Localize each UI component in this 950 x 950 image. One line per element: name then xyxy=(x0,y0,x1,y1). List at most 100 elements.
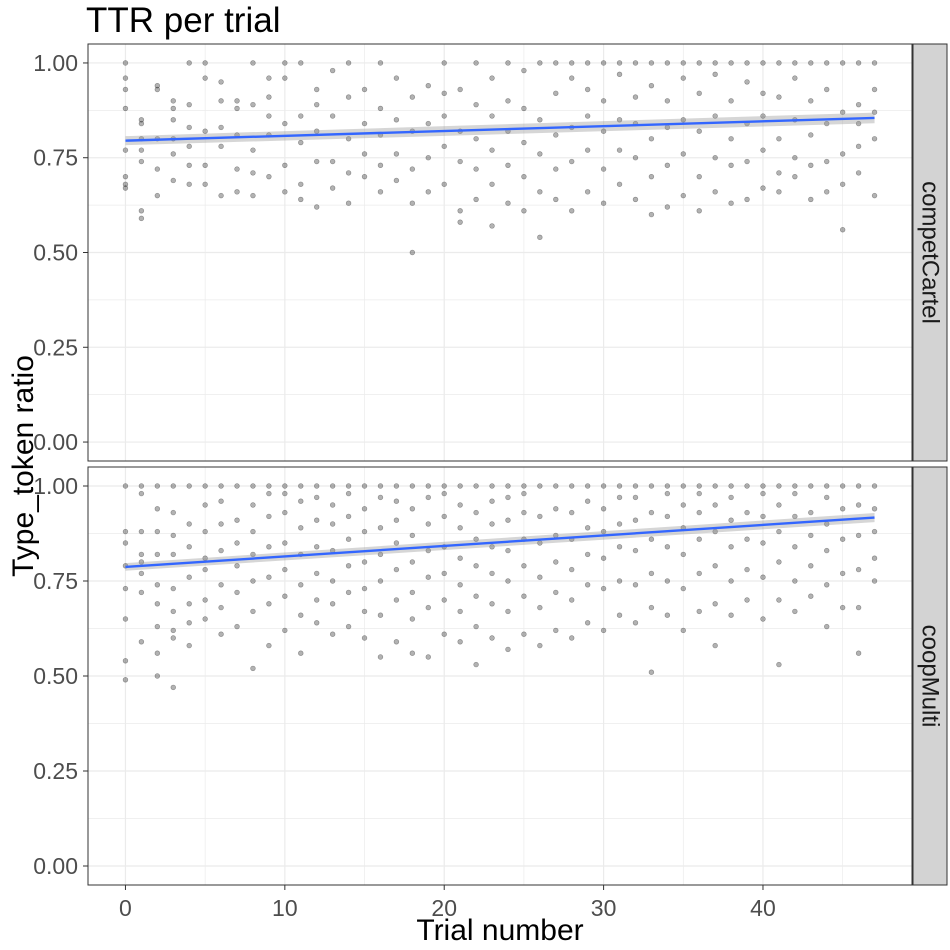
data-point xyxy=(696,536,702,542)
y-tick-label: 0.25 xyxy=(33,334,78,360)
y-tick-label: 0.50 xyxy=(33,240,78,266)
data-point xyxy=(521,105,527,112)
data-point xyxy=(138,528,145,535)
data-point xyxy=(489,570,495,577)
data-point xyxy=(202,502,208,508)
data-point xyxy=(648,60,655,66)
data-point xyxy=(839,181,846,187)
data-point xyxy=(361,173,368,180)
data-point xyxy=(409,166,416,172)
data-point xyxy=(537,151,543,157)
data-point xyxy=(489,75,495,81)
data-point xyxy=(329,521,336,527)
data-point xyxy=(361,608,368,615)
data-point xyxy=(409,506,416,512)
data-point xyxy=(441,631,447,637)
data-point xyxy=(808,60,814,66)
data-point xyxy=(425,574,431,580)
data-point xyxy=(521,593,527,599)
data-point xyxy=(553,627,559,634)
data-point xyxy=(505,578,511,584)
data-point xyxy=(537,189,543,195)
data-point xyxy=(505,162,511,169)
data-point xyxy=(521,490,527,497)
data-point xyxy=(632,94,639,100)
data-point xyxy=(776,528,782,535)
data-point xyxy=(792,483,798,489)
data-point xyxy=(441,113,447,119)
data-point xyxy=(728,578,734,584)
data-point xyxy=(648,509,655,516)
data-point xyxy=(712,483,718,489)
data-points xyxy=(122,483,878,691)
data-point xyxy=(234,563,240,569)
data-point xyxy=(122,540,129,546)
data-point xyxy=(632,494,639,501)
data-point xyxy=(122,147,129,153)
data-point xyxy=(776,60,782,66)
data-point xyxy=(250,147,256,153)
facet-label: competCartel xyxy=(917,181,944,324)
data-point xyxy=(871,528,878,535)
grid-lines xyxy=(88,467,912,885)
data-point xyxy=(441,490,447,497)
data-point xyxy=(409,559,416,565)
data-point xyxy=(329,67,336,74)
data-point xyxy=(648,669,655,675)
data-point xyxy=(505,517,511,523)
y-axis-label: Type_token ratio xyxy=(7,355,40,577)
data-point xyxy=(409,249,416,256)
data-point xyxy=(776,94,782,100)
data-point xyxy=(584,620,591,626)
data-point xyxy=(824,158,830,165)
data-point xyxy=(824,623,830,630)
data-point xyxy=(298,60,304,66)
data-point xyxy=(234,166,240,172)
data-point xyxy=(266,483,272,489)
data-point xyxy=(377,189,384,195)
data-point xyxy=(138,639,145,645)
data-point xyxy=(425,120,431,127)
data-point xyxy=(569,60,575,66)
data-point xyxy=(505,608,511,615)
data-point xyxy=(696,490,702,497)
data-point xyxy=(871,506,878,512)
data-point xyxy=(441,143,447,150)
data-point xyxy=(696,509,702,516)
data-point xyxy=(600,506,607,512)
data-point xyxy=(361,86,368,93)
data-point xyxy=(282,483,288,489)
data-point xyxy=(218,631,224,637)
data-point xyxy=(712,71,718,78)
data-point xyxy=(744,483,750,489)
data-point xyxy=(839,604,846,611)
data-point xyxy=(202,75,208,81)
data-point xyxy=(680,117,686,123)
data-point xyxy=(616,612,623,618)
data-point xyxy=(696,570,702,577)
data-point xyxy=(234,483,240,489)
data-point xyxy=(298,650,304,656)
data-point xyxy=(154,673,161,679)
data-point xyxy=(409,650,416,656)
data-point xyxy=(776,136,782,142)
data-point xyxy=(553,559,559,565)
data-point xyxy=(600,483,607,489)
data-point xyxy=(345,589,352,596)
data-point xyxy=(473,536,479,542)
data-point xyxy=(760,185,766,191)
data-point xyxy=(122,585,129,592)
data-point xyxy=(600,128,607,134)
data-point xyxy=(425,494,431,501)
data-point xyxy=(855,120,862,127)
data-point xyxy=(505,200,511,206)
data-point xyxy=(170,532,176,539)
data-point xyxy=(329,185,336,191)
data-point xyxy=(218,79,224,85)
data-point xyxy=(345,94,352,100)
data-point xyxy=(409,532,416,539)
data-point xyxy=(457,208,463,214)
data-point xyxy=(553,166,559,172)
data-point xyxy=(122,185,129,191)
data-point xyxy=(824,60,830,66)
